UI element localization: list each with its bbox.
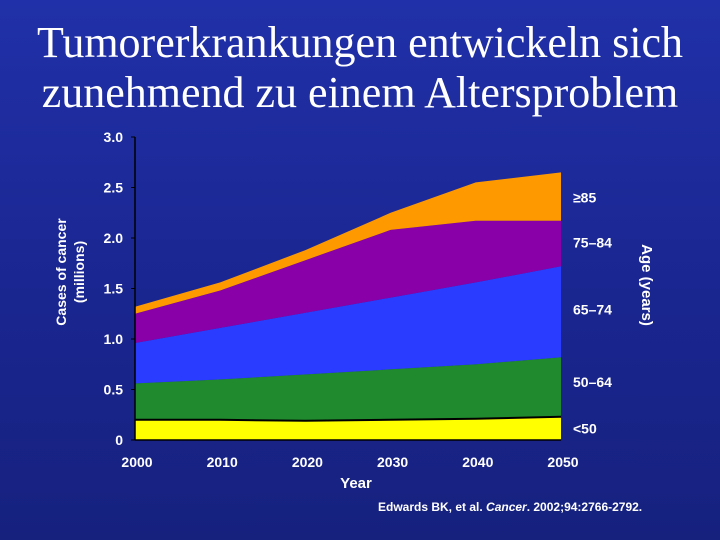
citation: Edwards BK, et al. Cancer. 2002;94:2766-… — [378, 500, 642, 514]
series-label-2: 65–74 — [573, 302, 612, 318]
y-tick-label-4: 1.0 — [104, 331, 124, 347]
series-label-0: <50 — [573, 420, 597, 436]
slide-title: Tumorerkrankungen entwickeln sich zunehm… — [0, 18, 720, 118]
right-axis-title: Age (years) — [638, 244, 655, 326]
y-axis-title-line-1: (millions) — [71, 241, 87, 303]
y-tick-label-6: 0 — [115, 432, 123, 448]
title-line-2: zunehmend zu einem Altersproblem — [41, 68, 679, 117]
y-axis-title-line-0: Cases of cancer — [53, 218, 69, 326]
x-tick-label-2: 2020 — [292, 454, 323, 470]
y-axis-title: Cases of cancer (millions) — [53, 218, 87, 326]
y-tick-label-1: 2.5 — [104, 180, 124, 196]
x-tick-label-1: 2010 — [207, 454, 238, 470]
area-0 — [135, 416, 561, 440]
citation-details: . 2002;94:2766-2792. — [526, 500, 643, 514]
y-tick-label-5: 0.5 — [104, 382, 124, 398]
area-boundary-line — [135, 415, 562, 422]
x-tick-label-5: 2050 — [547, 454, 578, 470]
citation-journal: Cancer — [486, 500, 527, 514]
series-label-1: 50–64 — [573, 374, 612, 390]
y-tick-label-2: 2.0 — [104, 230, 124, 246]
x-axis-title: Year — [340, 475, 372, 492]
y-tick-label-0: 3.0 — [104, 129, 124, 145]
series-label-4: ≥85 — [573, 190, 596, 206]
area-4 — [135, 172, 561, 314]
x-tick-label-0: 2000 — [121, 454, 152, 470]
area-2 — [135, 266, 561, 384]
y-tick-label-3: 1.5 — [104, 281, 124, 297]
area-1 — [135, 357, 561, 421]
x-tick-label-4: 2040 — [462, 454, 493, 470]
title-line-1: Tumorerkrankungen entwickeln sich — [36, 18, 683, 67]
series-label-3: 75–84 — [573, 235, 612, 251]
citation-authors: Edwards BK, et al. — [378, 500, 487, 514]
x-tick-label-3: 2030 — [377, 454, 408, 470]
area-3 — [135, 220, 561, 343]
